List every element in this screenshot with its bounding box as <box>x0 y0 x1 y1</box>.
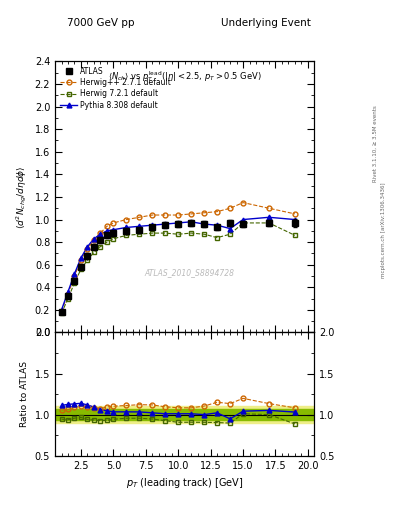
Text: mcplots.cern.ch [arXiv:1306.3436]: mcplots.cern.ch [arXiv:1306.3436] <box>381 183 386 278</box>
Legend: ATLAS, Herwig++ 2.7.1 default, Herwig 7.2.1 default, Pythia 8.308 default: ATLAS, Herwig++ 2.7.1 default, Herwig 7.… <box>59 65 173 111</box>
Y-axis label: Ratio to ATLAS: Ratio to ATLAS <box>20 361 29 427</box>
Text: $\langle N_{ch}\rangle$ vs $p_T^{\mathrm{lead}}$($|\eta|<2.5$, $p_T>0.5$ GeV): $\langle N_{ch}\rangle$ vs $p_T^{\mathrm… <box>108 70 261 84</box>
Text: Rivet 3.1.10, ≥ 3.5M events: Rivet 3.1.10, ≥ 3.5M events <box>373 105 378 182</box>
Text: ATLAS_2010_S8894728: ATLAS_2010_S8894728 <box>145 268 235 278</box>
Text: 7000 GeV pp: 7000 GeV pp <box>67 18 134 28</box>
X-axis label: $p_T$ (leading track) [GeV]: $p_T$ (leading track) [GeV] <box>126 476 243 490</box>
Text: Underlying Event: Underlying Event <box>220 18 310 28</box>
Y-axis label: $\langle d^2 N_{chg}/d\eta d\phi \rangle$: $\langle d^2 N_{chg}/d\eta d\phi \rangle… <box>15 165 29 229</box>
